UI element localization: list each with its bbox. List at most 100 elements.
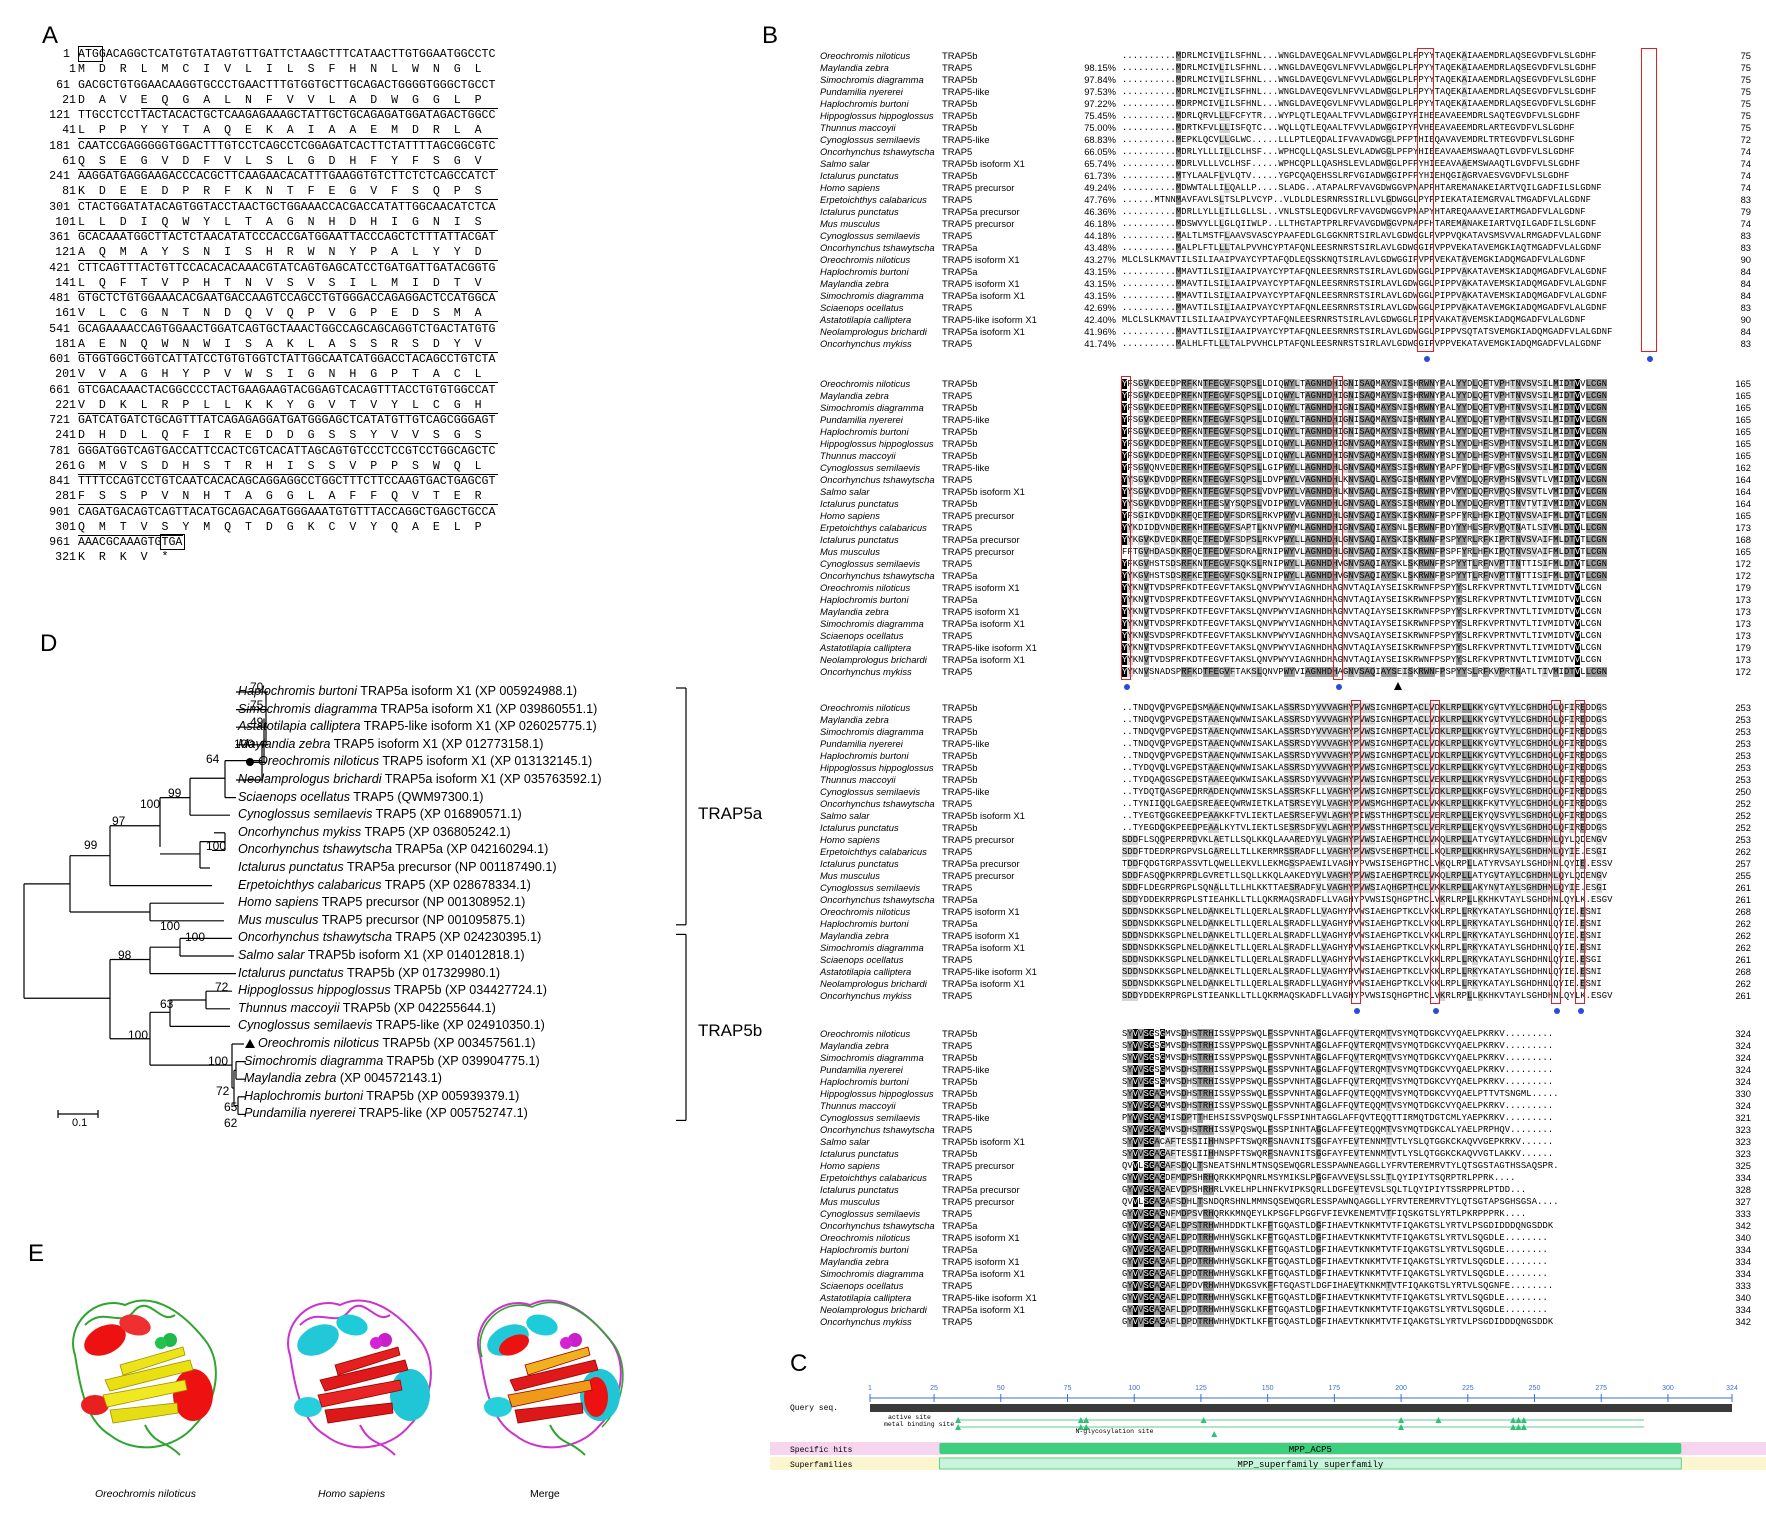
residue: E (1165, 451, 1171, 461)
residue: T (1267, 315, 1273, 325)
residue: W (1386, 207, 1392, 217)
residue: Q (1283, 123, 1290, 133)
residue: L (1148, 255, 1155, 265)
residue: L (1450, 391, 1457, 401)
residue: H (1332, 547, 1338, 557)
residue: F (1531, 111, 1538, 121)
residue: V (1520, 159, 1527, 169)
residue: F (1526, 123, 1532, 133)
residue: M (1553, 439, 1559, 449)
residue: I (1467, 51, 1473, 61)
residue: V (1143, 439, 1149, 449)
residue: Q (1240, 403, 1246, 413)
residue: V (1531, 135, 1538, 145)
residue: . (1267, 87, 1273, 97)
residue: V (1574, 619, 1581, 629)
residue: R (1348, 303, 1354, 313)
residue: C (1202, 51, 1209, 61)
residue: P (1402, 75, 1408, 85)
residue: L (1547, 147, 1554, 157)
residue: S (1601, 703, 1608, 713)
residue: A (1337, 183, 1344, 193)
residue: W (1418, 643, 1424, 653)
residue: G (1396, 715, 1403, 725)
residue: N (1316, 523, 1322, 533)
residue: L (1558, 523, 1565, 533)
residue: F (1208, 511, 1214, 521)
residue: F (1558, 267, 1565, 277)
residue: V (1143, 655, 1149, 665)
residue: . (1127, 339, 1133, 349)
residue: V (1256, 267, 1263, 277)
residue: H (1332, 559, 1338, 569)
residue: I (1542, 667, 1548, 677)
residue: I (1402, 439, 1408, 449)
residue: N (1316, 571, 1322, 581)
residue: D (1267, 379, 1273, 389)
residue: D (1526, 111, 1532, 121)
residue: I (1558, 475, 1565, 485)
residue: A (1305, 51, 1311, 61)
residue: E (1440, 255, 1446, 265)
residue: P (1434, 643, 1441, 653)
residue: G (1391, 123, 1397, 133)
residue: A (1359, 655, 1365, 665)
residue: R (1418, 535, 1424, 545)
alignment-row: Haplochromis burtoni TRAP5a 43.15%........… (770, 266, 1766, 278)
residue: G (1310, 391, 1317, 401)
residue: . (1132, 51, 1139, 61)
residue: A (1467, 243, 1473, 253)
residue: V (1434, 231, 1441, 241)
residue: V (1542, 643, 1548, 653)
residue: Y (1423, 63, 1430, 73)
residue: N (1396, 403, 1403, 413)
species-name: Homo sapiens (820, 510, 880, 521)
residue: G (1537, 339, 1543, 349)
residue: Y (1483, 703, 1489, 713)
residue: S (1343, 255, 1349, 265)
amino-acid-line: G M V S D H S T R H I S S V P P S W Q L (78, 459, 482, 473)
residue: L (1245, 195, 1252, 205)
residue-end-number: 74 (1740, 218, 1751, 229)
residue: . (1132, 171, 1139, 181)
residue: L (1564, 243, 1570, 253)
residue: G (1423, 327, 1430, 337)
residue: A (1359, 219, 1365, 229)
residue: . (1122, 111, 1128, 121)
residue: V (1574, 655, 1581, 665)
residue: A (1380, 463, 1387, 473)
residue: F (1294, 231, 1300, 241)
residue: N (1429, 571, 1435, 581)
residue: S (1369, 703, 1376, 713)
residue: L (1294, 63, 1300, 73)
residue: R (1348, 267, 1354, 277)
residue: L (1192, 171, 1198, 181)
residue: C (1272, 291, 1279, 301)
residue: Y (1456, 667, 1462, 677)
residue: S (1359, 403, 1365, 413)
residue: Y (1289, 403, 1295, 413)
residue: Y (1456, 643, 1462, 653)
residue: M (1553, 667, 1559, 677)
residue: S (1526, 415, 1532, 425)
residue: R (1499, 99, 1505, 109)
residue: T (1569, 463, 1575, 473)
residue: L (1585, 511, 1591, 521)
residue: E (1450, 51, 1457, 61)
aligned-sequence: YYKNVSVDSPRFKDTFEGVFTAKSLKNVPWYVIAGNHDHA… (1122, 630, 1602, 642)
identity-percent: 68.83% (1084, 134, 1116, 145)
residue: S (1321, 195, 1327, 205)
residue: Y (1456, 571, 1462, 581)
residue: L (1256, 439, 1263, 449)
residue: S (1235, 535, 1241, 545)
residue: G (1310, 523, 1317, 533)
residue: P (1434, 291, 1441, 301)
residue: . (1272, 123, 1279, 133)
residue: I (1353, 391, 1360, 401)
residue: D (1472, 123, 1478, 133)
residue: N (1596, 607, 1602, 617)
residue: D (1305, 703, 1311, 713)
residue: A (1375, 631, 1381, 641)
residue: P (1434, 195, 1441, 205)
residue: R (1477, 571, 1484, 581)
